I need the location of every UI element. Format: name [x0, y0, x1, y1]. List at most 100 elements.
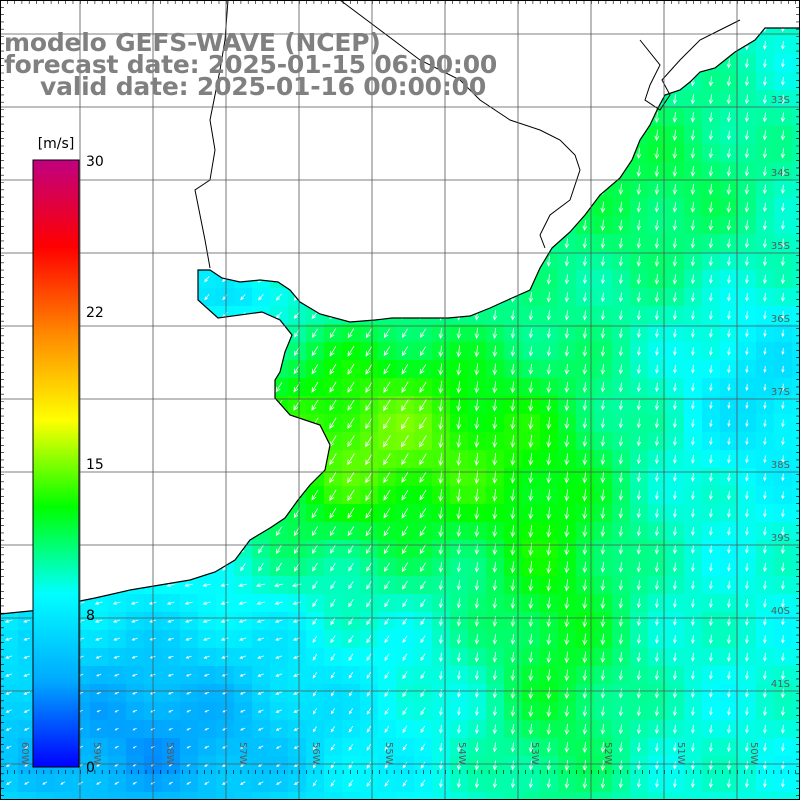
- wind-arrow: [220, 619, 229, 623]
- wind-arrow: [456, 327, 462, 340]
- wind-arrow: [275, 382, 283, 393]
- wind-arrow: [167, 619, 175, 623]
- wind-arrow: [5, 727, 12, 731]
- wind-arrow: [726, 508, 731, 519]
- wind-arrow: [383, 363, 391, 375]
- wind-arrow: [727, 527, 731, 536]
- wind-arrow: [365, 381, 373, 393]
- wind-arrow: [474, 634, 480, 645]
- wind-arrow: [600, 615, 606, 628]
- field-cell: [684, 792, 703, 800]
- wind-arrow: [708, 634, 713, 645]
- wind-arrow: [744, 202, 750, 213]
- wind-arrow: [564, 778, 570, 789]
- wind-arrow: [239, 673, 246, 677]
- wind-arrow: [690, 760, 695, 771]
- colorbar-tick-label: 0: [86, 760, 95, 776]
- wind-arrow: [582, 363, 588, 375]
- wind-arrow: [347, 507, 355, 519]
- wind-arrow: [691, 454, 695, 464]
- wind-arrow: [708, 652, 713, 663]
- wind-arrow: [546, 651, 552, 664]
- wind-arrow: [132, 781, 137, 785]
- wind-arrow: [492, 345, 498, 358]
- wind-arrow: [204, 691, 210, 695]
- wind-arrow: [744, 256, 749, 267]
- wind-arrow: [401, 363, 409, 375]
- wind-arrow: [438, 327, 444, 340]
- wind-arrow: [384, 599, 390, 608]
- wind-arrow: [582, 256, 588, 267]
- wind-arrow: [618, 256, 624, 267]
- wind-arrow: [600, 778, 606, 789]
- wind-arrow: [763, 652, 767, 662]
- field-cell: [756, 792, 775, 800]
- wind-arrow: [419, 562, 426, 573]
- wind-arrow: [329, 471, 337, 484]
- field-cell: [792, 540, 800, 559]
- wind-arrow: [95, 637, 103, 641]
- wind-arrow: [690, 490, 695, 501]
- border-line: [194, 0, 229, 269]
- wind-arrow: [618, 562, 624, 573]
- wind-arrow: [330, 581, 336, 590]
- wind-arrow: [546, 579, 552, 592]
- wind-arrow: [708, 94, 714, 105]
- wind-arrow: [168, 763, 173, 767]
- wind-arrow: [438, 470, 444, 485]
- wind-arrow: [745, 437, 749, 446]
- wind-arrow: [474, 363, 480, 376]
- wind-arrow: [763, 779, 767, 788]
- wind-arrow: [419, 346, 427, 357]
- wind-arrow: [510, 399, 516, 412]
- wind-arrow: [348, 671, 354, 679]
- wind-arrow: [672, 328, 677, 338]
- field-cell: [792, 198, 800, 217]
- wind-arrow: [745, 689, 749, 698]
- wind-arrow: [672, 111, 678, 123]
- wind-arrow: [582, 345, 588, 357]
- wind-arrow: [112, 601, 121, 605]
- wind-arrow: [636, 724, 642, 735]
- wind-arrow: [709, 689, 713, 698]
- wind-arrow: [456, 417, 462, 430]
- wind-arrow: [330, 726, 336, 733]
- wind-arrow: [582, 651, 588, 664]
- wind-arrow: [204, 781, 210, 785]
- wind-arrow: [365, 453, 373, 466]
- wind-arrow: [744, 148, 750, 159]
- wind-arrow: [366, 653, 372, 662]
- wind-arrow: [780, 40, 785, 50]
- wind-arrow: [654, 129, 660, 142]
- wind-arrow: [113, 655, 120, 659]
- wind-arrow: [257, 655, 265, 659]
- wind-arrow: [672, 742, 677, 752]
- wind-arrow: [528, 525, 534, 538]
- wind-arrow: [311, 526, 319, 537]
- wind-arrow: [312, 635, 318, 643]
- wind-arrow: [726, 220, 732, 231]
- wind-arrow: [420, 725, 426, 734]
- wind-arrow: [564, 615, 570, 628]
- wind-arrow: [781, 473, 785, 482]
- wind-arrow: [763, 491, 767, 500]
- wind-arrow: [727, 365, 731, 374]
- wind-arrow: [780, 238, 785, 249]
- wind-arrow: [600, 400, 606, 411]
- wind-arrow: [709, 365, 713, 374]
- wind-arrow: [744, 274, 749, 285]
- wind-arrow: [709, 346, 713, 356]
- wind-arrow: [383, 346, 391, 357]
- wind-arrow: [546, 417, 552, 430]
- wind-arrow: [600, 328, 606, 339]
- field-cell: [792, 36, 800, 55]
- wind-arrow: [744, 166, 750, 177]
- lagoon-coast: [639, 19, 741, 111]
- wind-arrow: [329, 507, 337, 519]
- wind-arrow: [96, 745, 102, 749]
- field-cell: [270, 792, 289, 800]
- wind-arrow: [94, 619, 103, 623]
- wind-arrow: [383, 435, 391, 448]
- wind-arrow: [745, 545, 749, 554]
